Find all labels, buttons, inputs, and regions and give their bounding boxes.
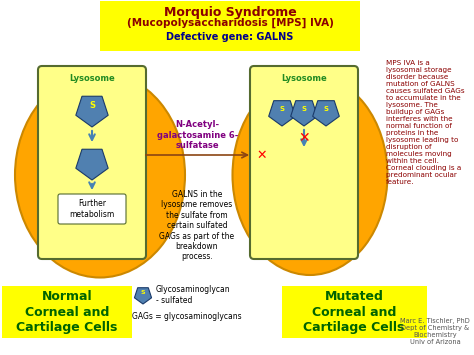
Text: S: S bbox=[323, 106, 328, 112]
Text: Glycosaminoglycan
- sulfated: Glycosaminoglycan - sulfated bbox=[156, 285, 231, 305]
Text: S: S bbox=[301, 106, 307, 112]
Text: S: S bbox=[280, 106, 284, 112]
Text: Morquio Syndrome: Morquio Syndrome bbox=[164, 6, 296, 19]
Ellipse shape bbox=[233, 75, 388, 275]
Polygon shape bbox=[135, 288, 152, 304]
Text: Mutated
Corneal and
Cartilage Cells: Mutated Corneal and Cartilage Cells bbox=[303, 290, 405, 333]
FancyBboxPatch shape bbox=[100, 1, 360, 51]
Text: Lysosome: Lysosome bbox=[69, 74, 115, 83]
Polygon shape bbox=[269, 101, 295, 126]
FancyBboxPatch shape bbox=[2, 286, 132, 338]
Text: Normal
Corneal and
Cartilage Cells: Normal Corneal and Cartilage Cells bbox=[16, 290, 118, 333]
Polygon shape bbox=[76, 96, 108, 127]
FancyBboxPatch shape bbox=[58, 194, 126, 224]
FancyBboxPatch shape bbox=[250, 66, 358, 259]
Text: Further
metabolism: Further metabolism bbox=[69, 199, 115, 219]
Text: MPS IVA is a
lysosomal storage
disorder because
mutation of GALNS
causes sulfate: MPS IVA is a lysosomal storage disorder … bbox=[386, 60, 465, 185]
Text: Marc E. Tischler, PhD
Dept of Chemistry &
Biochemistry
Univ of Arizona: Marc E. Tischler, PhD Dept of Chemistry … bbox=[400, 318, 470, 345]
Text: GAGs = glycosaminoglycans: GAGs = glycosaminoglycans bbox=[132, 312, 242, 321]
Text: N-Acetyl-
galactosamine 6-
sulfatase: N-Acetyl- galactosamine 6- sulfatase bbox=[157, 120, 238, 150]
Text: Lysosome: Lysosome bbox=[281, 74, 327, 83]
Polygon shape bbox=[313, 101, 339, 126]
Text: S: S bbox=[89, 102, 95, 110]
Polygon shape bbox=[291, 101, 317, 126]
Text: ✕: ✕ bbox=[256, 148, 266, 162]
Text: ✕: ✕ bbox=[298, 131, 310, 146]
FancyBboxPatch shape bbox=[38, 66, 146, 259]
Text: (Mucopolysaccharidosis [MPS] IVA): (Mucopolysaccharidosis [MPS] IVA) bbox=[127, 18, 333, 28]
Text: GALNS in the
lysosome removes
the sulfate from
certain sulfated
GAGs as part of : GALNS in the lysosome removes the sulfat… bbox=[159, 190, 235, 261]
FancyBboxPatch shape bbox=[282, 286, 427, 338]
Polygon shape bbox=[76, 149, 108, 180]
Text: S: S bbox=[141, 289, 146, 295]
Ellipse shape bbox=[15, 72, 185, 278]
Text: Defective gene: GALNS: Defective gene: GALNS bbox=[166, 32, 294, 42]
